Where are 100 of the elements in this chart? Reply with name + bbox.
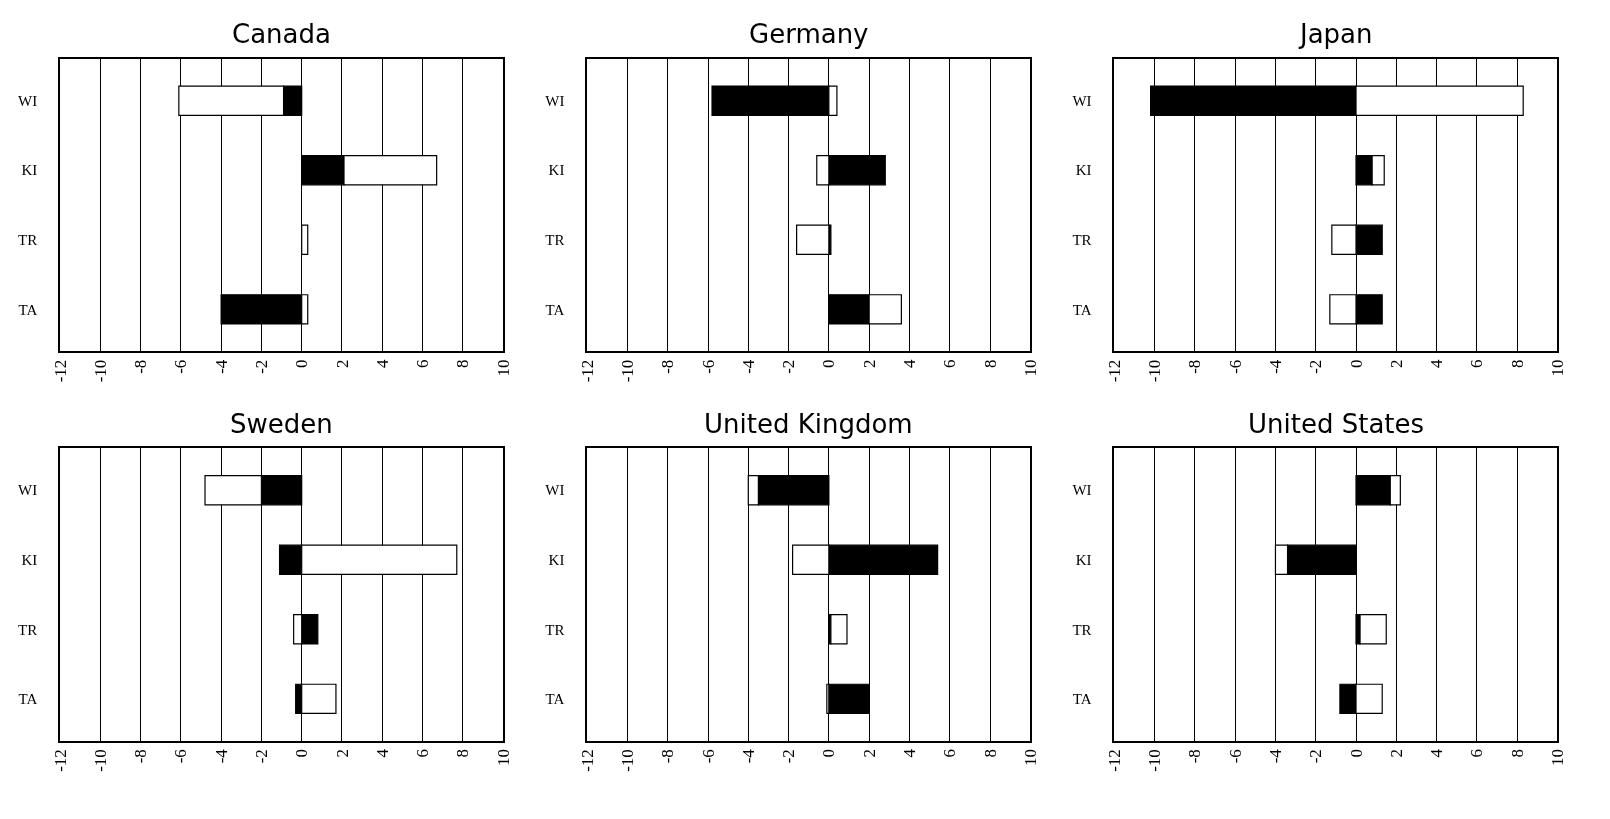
x-tick-label: 6	[413, 749, 433, 758]
x-tick-label: -8	[658, 359, 678, 374]
chart-title: Canada	[232, 19, 331, 49]
x-tick-label: -4	[738, 359, 758, 374]
x-tick-label: 10	[1547, 749, 1567, 767]
x-tick-label: -10	[90, 359, 110, 383]
x-tick-label: 6	[413, 359, 433, 369]
x-tick-label: 10	[1020, 749, 1040, 767]
y-tick-label: WI	[1072, 92, 1092, 109]
x-tick-label: -12	[1104, 749, 1124, 772]
x-tick-label: 10	[1020, 359, 1040, 377]
x-tick-label: -6	[698, 359, 718, 374]
x-tick-label: 2	[1386, 749, 1406, 758]
x-tick-label: 8	[980, 749, 1000, 758]
x-tick-label: -2	[1306, 749, 1326, 764]
y-tick-label: WI	[545, 482, 565, 499]
y-tick-label: TR	[545, 232, 565, 249]
x-tick-label: 4	[372, 359, 392, 369]
x-tick-label: -12	[577, 749, 597, 772]
x-tick-label: 10	[1547, 359, 1567, 377]
x-tick-label: 2	[859, 749, 879, 758]
x-tick-label: -10	[1145, 749, 1165, 772]
x-tick-label: 0	[819, 359, 839, 369]
x-tick-label: -8	[1185, 749, 1205, 764]
x-tick-label: 6	[940, 749, 960, 758]
x-tick-label: 8	[980, 359, 1000, 369]
x-tick-label: -2	[779, 749, 799, 764]
chart-title: Japan	[1298, 19, 1373, 49]
y-tick-label: WI	[545, 92, 565, 109]
x-tick-label: -4	[211, 359, 231, 374]
x-tick-label: -2	[779, 359, 799, 374]
y-tick-label: KI	[548, 162, 565, 179]
x-tick-label: 2	[332, 749, 352, 758]
x-tick-label: -6	[1225, 749, 1245, 764]
y-tick-label: TR	[1072, 232, 1092, 249]
y-tick-label: TR	[1072, 621, 1092, 638]
x-tick-label: 8	[1507, 359, 1527, 369]
y-tick-label: TR	[18, 232, 38, 249]
x-tick-label: -6	[171, 359, 191, 374]
x-tick-label: 0	[1346, 359, 1366, 369]
x-tick-label: -8	[131, 359, 151, 374]
x-tick-label: 8	[453, 359, 473, 369]
x-tick-label: 2	[859, 359, 879, 369]
x-tick-label: 8	[1507, 749, 1527, 758]
y-tick-label: TA	[545, 691, 565, 708]
y-tick-label: WI	[18, 482, 38, 499]
chart-title: United States	[1248, 409, 1425, 439]
y-tick-label: WI	[1072, 482, 1092, 499]
x-tick-label: 0	[292, 359, 312, 369]
chart-title: Sweden	[230, 409, 333, 439]
x-tick-label: -10	[617, 749, 637, 772]
x-tick-label: 4	[899, 359, 919, 369]
y-tick-label: KI	[1075, 162, 1092, 179]
x-tick-label: 4	[1427, 748, 1447, 758]
x-tick-label: -6	[1225, 359, 1245, 374]
x-tick-label: -8	[658, 749, 678, 764]
x-tick-label: -10	[1145, 359, 1165, 383]
x-tick-label: -10	[90, 749, 110, 772]
x-tick-label: 6	[1467, 749, 1487, 758]
y-tick-label: WI	[18, 92, 38, 109]
x-tick-label: -6	[171, 749, 191, 764]
x-tick-label: 4	[1427, 359, 1447, 369]
y-tick-label: KI	[21, 162, 38, 179]
x-tick-label: -2	[251, 359, 271, 374]
x-tick-label: 6	[1467, 359, 1487, 369]
x-tick-label: 2	[1386, 359, 1406, 369]
x-tick-label: 0	[819, 749, 839, 758]
x-tick-label: 0	[1346, 749, 1366, 758]
y-tick-label: TA	[545, 301, 565, 318]
y-tick-label: KI	[548, 551, 565, 568]
x-tick-label: -8	[1185, 359, 1205, 374]
x-tick-label: -12	[577, 359, 597, 383]
x-tick-label: 4	[899, 748, 919, 758]
x-tick-label: 8	[453, 749, 473, 758]
y-tick-label: TR	[18, 621, 38, 638]
y-tick-label: TA	[18, 301, 38, 318]
x-tick-label: -4	[1265, 359, 1285, 374]
y-tick-label: KI	[1075, 551, 1092, 568]
x-tick-label: -2	[251, 749, 271, 764]
y-tick-label: TA	[18, 691, 38, 708]
y-tick-label: TA	[1072, 301, 1092, 318]
x-tick-label: -12	[50, 749, 70, 772]
y-tick-label: TR	[545, 621, 565, 638]
x-tick-label: -6	[698, 749, 718, 764]
x-tick-label: -2	[1306, 359, 1326, 374]
x-tick-label: -12	[50, 359, 70, 383]
x-tick-label: -4	[211, 748, 231, 764]
x-tick-label: -10	[617, 359, 637, 383]
x-tick-label: -4	[738, 748, 758, 764]
x-tick-label: -4	[1265, 748, 1285, 764]
x-tick-label: -12	[1104, 359, 1124, 383]
x-tick-label: 0	[292, 749, 312, 758]
x-tick-label: 10	[493, 749, 513, 767]
chart-title: United Kingdom	[704, 409, 913, 439]
x-tick-label: 4	[372, 748, 392, 758]
x-tick-label: 10	[493, 359, 513, 377]
x-tick-label: 6	[940, 359, 960, 369]
x-tick-label: 2	[332, 359, 352, 369]
x-tick-label: -8	[131, 749, 151, 764]
y-tick-label: TA	[1072, 691, 1092, 708]
